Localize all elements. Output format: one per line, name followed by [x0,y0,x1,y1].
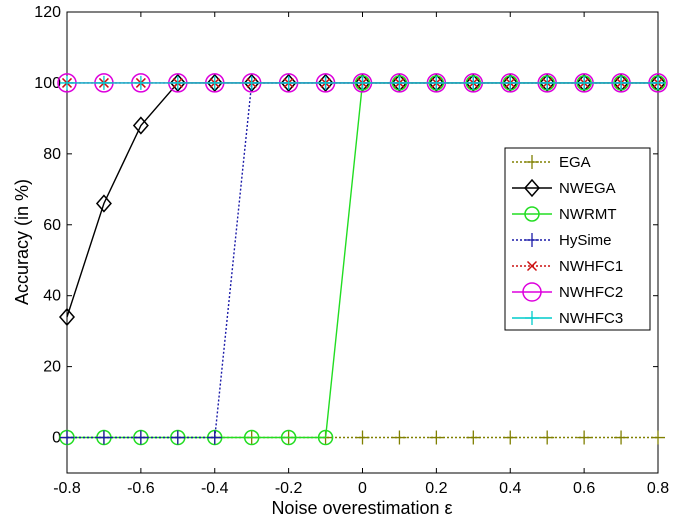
legend-label: NWHFC1 [559,258,623,275]
data-point [429,75,444,90]
legend-label: HySime [559,232,612,249]
data-point [429,430,444,445]
data-point [354,73,371,93]
legend-item-hysime: HySime [512,232,612,249]
data-point [132,116,149,135]
x-axis-title: Noise overestimation ε [271,498,452,518]
legend-item-nwhfc1: NWHFC1 [512,258,623,275]
data-point [243,429,260,446]
data-point [465,73,482,93]
legend-label: EGA [559,154,591,171]
data-point [502,73,519,93]
legend-item-nwrmt: NWRMT [512,206,616,223]
data-point [355,430,370,445]
legend-label: NWRMT [559,206,616,223]
data-point [60,430,74,445]
legend-marker [526,260,538,272]
data-point [96,430,111,445]
x-tick-label: -0.6 [127,480,155,497]
y-tick-label: 120 [34,4,61,21]
data-point [577,75,592,90]
data-point [133,75,148,90]
data-point [133,430,148,445]
data-point [170,75,185,90]
data-point [466,430,481,445]
data-point [169,73,186,93]
series-nwhfc3 [60,75,665,90]
y-tick-label: 40 [43,288,61,305]
data-point [651,430,665,445]
data-point [540,430,555,445]
legend-item-ega: EGA [512,154,591,171]
legend-marker [525,233,539,247]
data-point [577,430,592,445]
data-point [355,75,370,90]
y-tick-label: 0 [52,430,61,447]
x-tick-label: 0.2 [425,480,447,497]
legend-item-nwhfc3: NWHFC3 [512,310,623,327]
data-point [318,75,333,90]
legend-item-nwhfc2: NWHFC2 [512,282,623,302]
data-point [60,75,74,90]
y-tick-label: 100 [34,75,61,92]
data-point [243,73,260,93]
data-point [170,430,185,445]
x-tick-label: 0.4 [499,480,521,497]
y-tick-label: 80 [43,146,61,163]
data-point [466,75,481,90]
data-point [650,73,666,93]
legend-marker [524,206,540,222]
data-point [280,73,297,93]
legend: EGA NWEGA NWRMT HySime NWHFC1 NWHFC2 NWHFC3 [504,147,651,331]
data-point [503,75,518,90]
data-point [95,194,112,213]
data-point [96,75,111,90]
data-point [503,430,518,445]
legend-box [504,147,651,331]
data-point [317,429,334,446]
data-point [59,307,75,327]
data-point [540,75,555,90]
data-point [428,73,445,93]
data-point [391,73,408,93]
x-tick-label: -0.4 [201,480,229,497]
data-point [576,73,593,93]
x-tick-label: 0.6 [573,480,595,497]
legend-marker [525,311,539,325]
data-point [207,430,222,445]
data-point [392,430,407,445]
x-tick-label: 0 [358,480,367,497]
data-point [206,73,223,93]
data-point [317,73,334,93]
legend-item-nwega: NWEGA [512,178,616,198]
x-tick-label: 0.8 [647,480,669,497]
legend-marker [525,155,539,169]
data-point [392,75,407,90]
data-point [614,75,629,90]
y-axis-title: Accuracy (in %) [12,179,32,305]
legend-label: NWHFC3 [559,310,623,327]
data-point [281,75,296,90]
y-tick-label: 60 [43,217,61,234]
data-point [539,73,556,93]
data-point [651,75,665,90]
x-tick-label: -0.8 [53,480,81,497]
legend-label: NWHFC2 [559,284,623,301]
data-point [207,75,222,90]
y-tick-label: 20 [43,359,61,376]
x-tick-label: -0.2 [275,480,303,497]
legend-label: NWEGA [559,180,616,197]
data-point [244,75,259,90]
series-layer [57,73,668,446]
legend-marker [522,282,542,302]
data-point [280,429,297,446]
data-point [613,73,630,93]
legend-marker [524,178,540,198]
y-axis: 0 20 40 60 80 100 120 [34,4,658,447]
x-axis: -0.8 -0.6 -0.4 -0.2 0 0.2 0.4 0.6 0.8 [53,12,669,497]
data-point [614,430,629,445]
